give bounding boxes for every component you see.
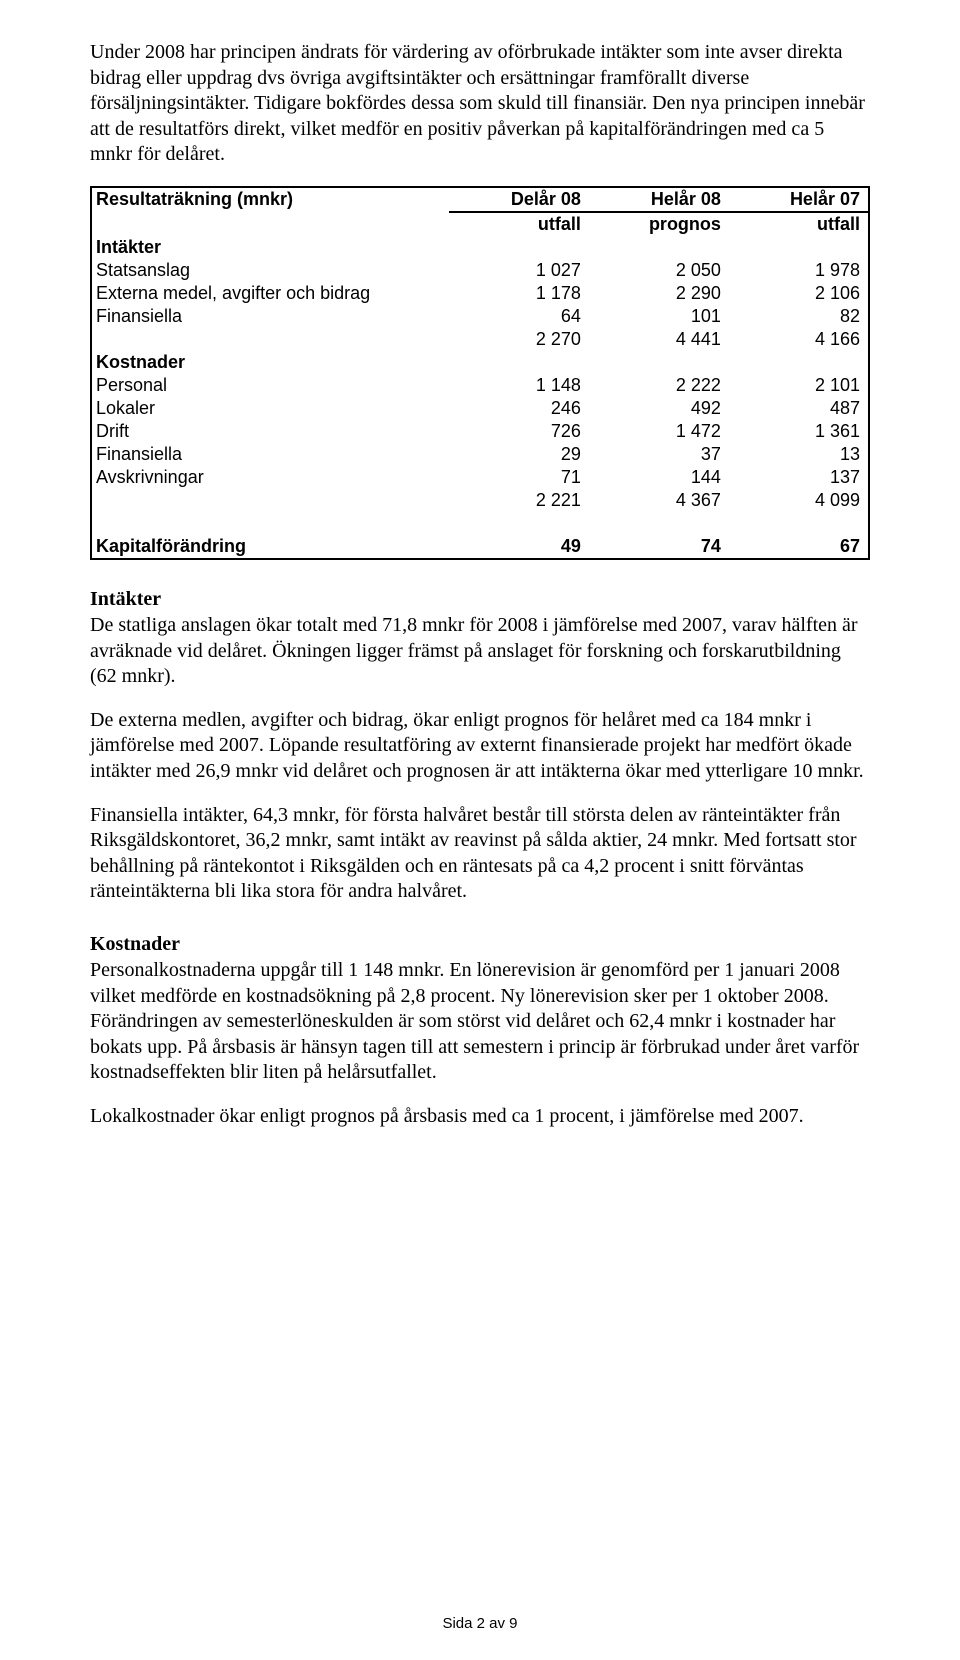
subtotal-row: 2 221 4 367 4 099 <box>91 489 869 512</box>
cell: 144 <box>589 466 729 489</box>
cell: 82 <box>729 305 869 328</box>
kostnader-paragraph-1: Personalkostnaderna uppgår till 1 148 mn… <box>90 958 870 1086</box>
cell: 2 270 <box>449 328 589 351</box>
intakter-paragraph-3: Finansiella intäkter, 64,3 mnkr, för för… <box>90 803 870 905</box>
cell: 101 <box>589 305 729 328</box>
cell: 67 <box>729 535 869 559</box>
cell: 29 <box>449 443 589 466</box>
table-row: Externa medel, avgifter och bidrag 1 178… <box>91 282 869 305</box>
cell: 49 <box>449 535 589 559</box>
cell: 246 <box>449 397 589 420</box>
cell: 37 <box>589 443 729 466</box>
row-label: Statsanslag <box>91 259 449 282</box>
cell: 71 <box>449 466 589 489</box>
cell: 2 290 <box>589 282 729 305</box>
cell: 1 472 <box>589 420 729 443</box>
table-row: Finansiella 64 101 82 <box>91 305 869 328</box>
kostnader-paragraph-2: Lokalkostnader ökar enligt prognos på år… <box>90 1104 870 1130</box>
table-row: Drift 726 1 472 1 361 <box>91 420 869 443</box>
section-heading-cell: Intäkter <box>91 236 449 259</box>
cell: 137 <box>729 466 869 489</box>
cell: 1 027 <box>449 259 589 282</box>
table-title: Resultaträkning (mnkr) <box>91 187 449 236</box>
row-label <box>91 328 449 351</box>
table-row: Lokaler 246 492 487 <box>91 397 869 420</box>
col-header-line2: utfall <box>729 212 869 236</box>
cell: 4 166 <box>729 328 869 351</box>
page-footer: Sida 2 av 9 <box>0 1615 960 1632</box>
row-label: Lokaler <box>91 397 449 420</box>
col-header-line1: Helår 07 <box>729 187 869 212</box>
table-row: Statsanslag 1 027 2 050 1 978 <box>91 259 869 282</box>
section-heading-cell: Kostnader <box>91 351 449 374</box>
row-label: Finansiella <box>91 305 449 328</box>
result-table: Resultaträkning (mnkr) Delår 08 Helår 08… <box>90 186 870 560</box>
col-header-line1: Delår 08 <box>449 187 589 212</box>
cell: 4 441 <box>589 328 729 351</box>
cell: 487 <box>729 397 869 420</box>
cell: 1 148 <box>449 374 589 397</box>
col-header-line2: prognos <box>589 212 729 236</box>
intakter-heading: Intäkter <box>90 588 870 611</box>
cell: 64 <box>449 305 589 328</box>
cell: 726 <box>449 420 589 443</box>
cell: 2 221 <box>449 489 589 512</box>
table-row: Personal 1 148 2 222 2 101 <box>91 374 869 397</box>
row-label: Externa medel, avgifter och bidrag <box>91 282 449 305</box>
cell: 2 222 <box>589 374 729 397</box>
subtotal-row: 2 270 4 441 4 166 <box>91 328 869 351</box>
intro-paragraph: Under 2008 har principen ändrats för vär… <box>90 40 870 168</box>
cell: 492 <box>589 397 729 420</box>
row-label <box>91 489 449 512</box>
intakter-paragraph-1: De statliga anslagen ökar totalt med 71,… <box>90 613 870 690</box>
cell: 1 978 <box>729 259 869 282</box>
row-label: Personal <box>91 374 449 397</box>
kapitalforandring-row: Kapitalförändring 49 74 67 <box>91 535 869 559</box>
col-header-line1: Helår 08 <box>589 187 729 212</box>
cell: 13 <box>729 443 869 466</box>
cell: 4 099 <box>729 489 869 512</box>
cell: 2 050 <box>589 259 729 282</box>
cell: 1 361 <box>729 420 869 443</box>
cell: 1 178 <box>449 282 589 305</box>
row-label: Finansiella <box>91 443 449 466</box>
kostnader-heading: Kostnader <box>90 933 870 956</box>
row-label: Drift <box>91 420 449 443</box>
cell: 2 106 <box>729 282 869 305</box>
intakter-paragraph-2: De externa medlen, avgifter och bidrag, … <box>90 708 870 785</box>
row-label: Kapitalförändring <box>91 535 449 559</box>
cell: 4 367 <box>589 489 729 512</box>
cell: 74 <box>589 535 729 559</box>
table-row: Avskrivningar 71 144 137 <box>91 466 869 489</box>
cell: 2 101 <box>729 374 869 397</box>
col-header-line2: utfall <box>449 212 589 236</box>
row-label: Avskrivningar <box>91 466 449 489</box>
document-page: Under 2008 har principen ändrats för vär… <box>0 0 960 1660</box>
table-row: Finansiella 29 37 13 <box>91 443 869 466</box>
spacer-row <box>91 512 869 535</box>
